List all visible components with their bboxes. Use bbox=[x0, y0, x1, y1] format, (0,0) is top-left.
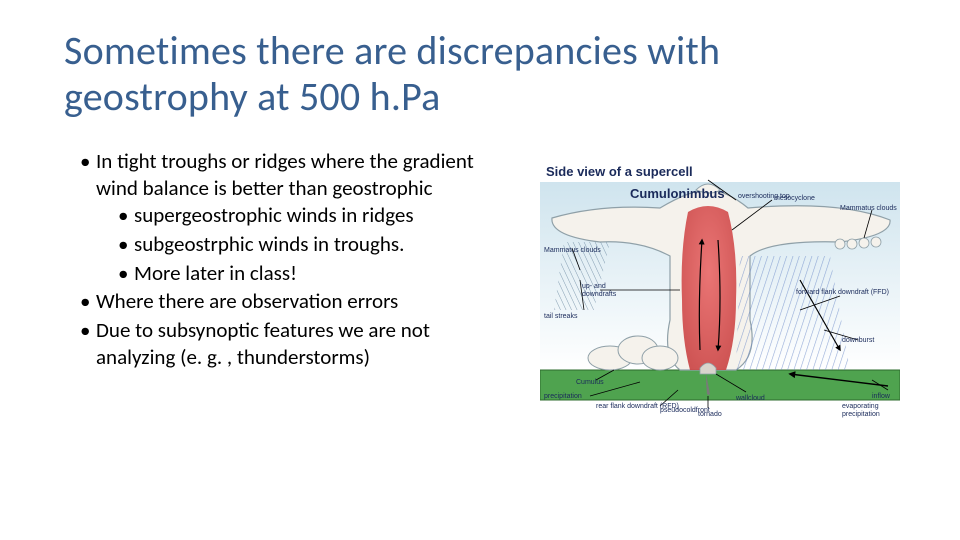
label-evap-1: evaporating bbox=[842, 403, 879, 410]
bullet-text: Where there are observation errors bbox=[96, 288, 398, 314]
label-tailstreaks: tail streaks bbox=[544, 313, 578, 320]
label-inflow: inflow bbox=[872, 393, 891, 400]
bullet-item: Where there are observation errors bbox=[80, 288, 490, 315]
bullet-item: Due to subsynoptic features we are not a… bbox=[80, 317, 490, 371]
slide-body: In tight troughs or ridges where the gra… bbox=[80, 148, 490, 373]
bullet-text: Due to subsynoptic features we are not a… bbox=[96, 317, 430, 370]
slide-title: Sometimes there are discrepancies with g… bbox=[64, 28, 884, 120]
supercell-svg: Side view of a supercell bbox=[540, 160, 900, 420]
bullet-item: In tight troughs or ridges where the gra… bbox=[80, 148, 490, 286]
figure-main-label: Cumulonimbus bbox=[630, 186, 725, 201]
label-wallcloud: wallcloud bbox=[735, 395, 765, 402]
label-updraft-line1: up- and bbox=[582, 283, 606, 290]
supercell-figure: Side view of a supercell bbox=[540, 160, 900, 420]
label-downburst: downburst bbox=[842, 337, 874, 344]
slide: Sometimes there are discrepancies with g… bbox=[0, 0, 960, 540]
label-mesocyclone: mesocyclone bbox=[774, 195, 815, 202]
bullet-item: subgeostrphic winds in troughs. bbox=[118, 231, 490, 258]
bullet-item: More later in class! bbox=[118, 260, 490, 287]
label-updraft-line2: downdrafts bbox=[582, 291, 617, 298]
bullet-text: supergeostrophic winds in ridges bbox=[134, 202, 414, 228]
label-cumulus: Cumulus bbox=[576, 379, 604, 386]
label-mammatus-left: Mammatus clouds bbox=[544, 247, 601, 254]
updraft-core bbox=[682, 206, 737, 370]
label-mammatus: Mammatus clouds bbox=[840, 205, 897, 212]
label-precip: precipitation bbox=[544, 393, 582, 400]
bullet-text: In tight troughs or ridges where the gra… bbox=[96, 148, 474, 201]
bullet-text: More later in class! bbox=[134, 260, 297, 286]
label-ffd: forward flank downdraft (FFD) bbox=[796, 289, 889, 296]
label-tornado: tornado bbox=[698, 411, 722, 418]
figure-title: Side view of a supercell bbox=[546, 164, 693, 179]
bullet-item: supergeostrophic winds in ridges bbox=[118, 202, 490, 229]
bullet-text: subgeostrphic winds in troughs. bbox=[134, 231, 404, 257]
forward-flank-precip bbox=[736, 256, 850, 370]
label-evap-2: precipitation bbox=[842, 411, 880, 418]
bullet-sublist: supergeostrophic winds in ridges subgeos… bbox=[96, 202, 490, 287]
bullet-list: In tight troughs or ridges where the gra… bbox=[80, 148, 490, 371]
